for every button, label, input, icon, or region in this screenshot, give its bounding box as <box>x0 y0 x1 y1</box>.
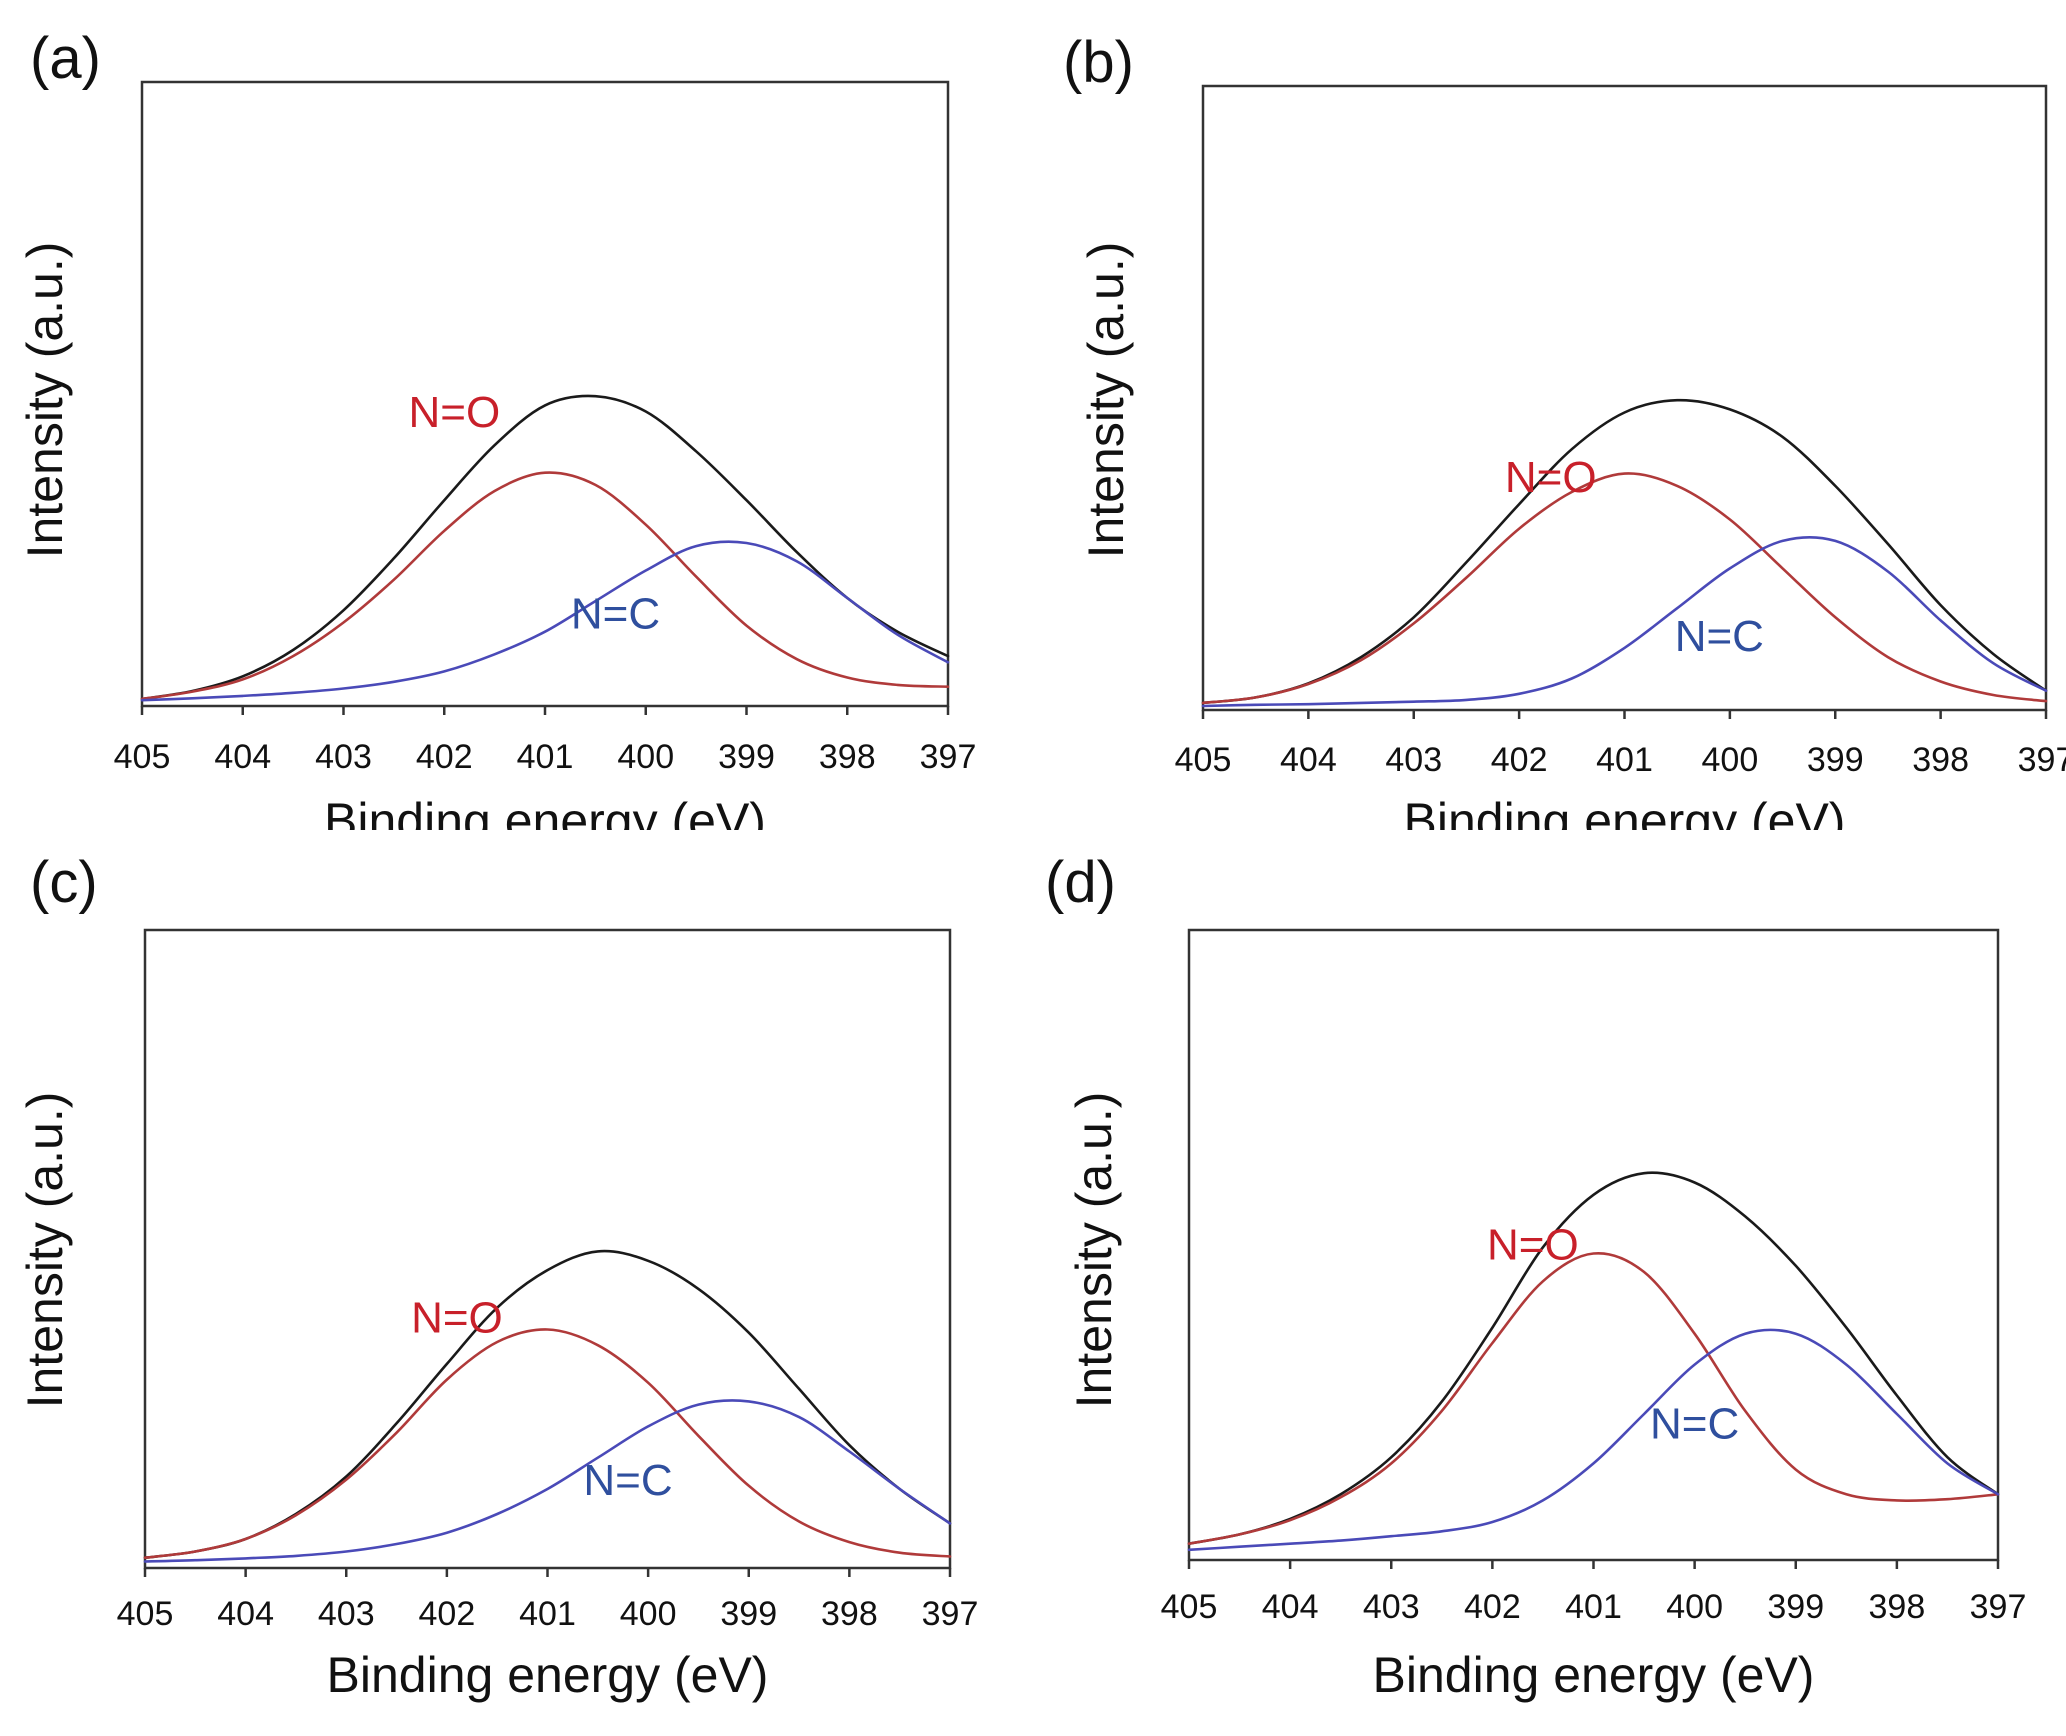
x-tick-label: 405 <box>1161 1588 1218 1626</box>
x-tick-label: 404 <box>1280 741 1337 779</box>
curve-n-c <box>140 540 950 702</box>
x-tick-label: 404 <box>217 1595 274 1633</box>
x-tick-label: 403 <box>315 738 372 776</box>
plot-frame <box>1187 928 2000 1562</box>
y-axis-title: Intensity (a.u.) <box>17 242 73 559</box>
x-tick-label: 400 <box>617 738 674 776</box>
curve-n-o <box>143 1328 952 1559</box>
x-tick-label: 404 <box>214 738 271 776</box>
x-axis-title: Binding energy (eV) <box>1404 793 1846 849</box>
curve-n-o <box>1201 472 2048 705</box>
x-tick-label: 403 <box>1385 741 1442 779</box>
x-tick-label: 398 <box>1912 741 1969 779</box>
panel-c: (c) N=O N=C 405 404 403 402 401 400 399 398 397 Inte… <box>17 850 979 1703</box>
annotation-n-c: N=C <box>1650 1400 1739 1449</box>
x-tick-label: 400 <box>620 1595 677 1633</box>
y-axis-title: Intensity (a.u.) <box>1078 242 1134 559</box>
curve-n-o <box>1187 1251 2000 1545</box>
x-tick-label: 397 <box>920 738 977 776</box>
x-tick-label: 402 <box>1491 741 1548 779</box>
x-tick-label: 401 <box>1565 1588 1622 1626</box>
x-tick-label: 400 <box>1666 1588 1723 1626</box>
panel-letter: (a) <box>30 26 101 91</box>
x-tick-label: 398 <box>1869 1588 1926 1626</box>
plot-frame <box>143 928 952 1570</box>
x-tick-label: 400 <box>1702 741 1759 779</box>
annotation-n-c: N=C <box>583 1456 672 1505</box>
x-axis-title: Binding energy (eV) <box>324 793 766 849</box>
x-tick-label: 404 <box>1262 1588 1319 1626</box>
x-axis-title: Binding energy (eV) <box>327 1647 769 1703</box>
x-tick-label: 405 <box>114 738 171 776</box>
annotation-n-c: N=C <box>1675 612 1764 661</box>
x-tick-label: 402 <box>419 1595 476 1633</box>
annotation-n-o: N=O <box>1505 453 1597 502</box>
curve-n-c <box>143 1399 952 1563</box>
y-axis-title: Intensity (a.u.) <box>1066 1092 1122 1409</box>
curve-n-c <box>1187 1328 2000 1552</box>
annotation-n-c: N=C <box>571 590 660 639</box>
panel-d: (d) N=O N=C 405 404 403 402 401 400 399 398 397 Inte… <box>1045 850 2027 1703</box>
x-tick-label: 405 <box>117 1595 174 1633</box>
x-tick-label: 399 <box>720 1595 777 1633</box>
curve-total <box>1187 1171 2000 1545</box>
curve-total <box>143 1249 952 1559</box>
panel-letter: (c) <box>30 850 98 915</box>
curve-total <box>1201 398 2048 705</box>
panel-b: (b) N=O N=C 405 404 403 402 401 400 399 398 397 Inte… <box>1063 30 2066 849</box>
x-tick-label: 402 <box>1464 1588 1521 1626</box>
x-tick-label: 405 <box>1175 741 1232 779</box>
annotation-n-o: N=O <box>1487 1221 1579 1270</box>
x-axis-title: Binding energy (eV) <box>1373 1647 1815 1703</box>
x-tick-label: 399 <box>1807 741 1864 779</box>
panel-a: (a) N=O N=C 405 404 403 402 401 400 399 398 397 Inte… <box>17 26 977 849</box>
x-tick-label: 398 <box>819 738 876 776</box>
annotation-n-o: N=O <box>411 1294 503 1343</box>
panel-letter: (b) <box>1063 30 1134 95</box>
curve-n-c <box>1201 535 2048 708</box>
annotation-n-o: N=O <box>408 388 500 437</box>
y-axis-title: Intensity (a.u.) <box>17 1092 73 1409</box>
x-tick-label: 401 <box>1596 741 1653 779</box>
x-tick-label: 398 <box>821 1595 878 1633</box>
x-tick-label: 403 <box>1363 1588 1420 1626</box>
x-tick-label: 402 <box>416 738 473 776</box>
x-tick-label: 397 <box>1970 1588 2027 1626</box>
plot-frame <box>140 80 950 708</box>
curve-total <box>140 394 950 701</box>
curve-n-o <box>140 471 950 701</box>
x-tick-label: 397 <box>922 1595 979 1633</box>
x-tick-label: 401 <box>517 738 574 776</box>
plot-frame <box>1201 84 2048 712</box>
panel-letter: (d) <box>1045 850 1116 915</box>
x-tick-label: 401 <box>519 1595 576 1633</box>
x-tick-label: 397 <box>2018 741 2066 779</box>
x-tick-label: 399 <box>1767 1588 1824 1626</box>
x-tick-label: 399 <box>718 738 775 776</box>
x-tick-label: 403 <box>318 1595 375 1633</box>
